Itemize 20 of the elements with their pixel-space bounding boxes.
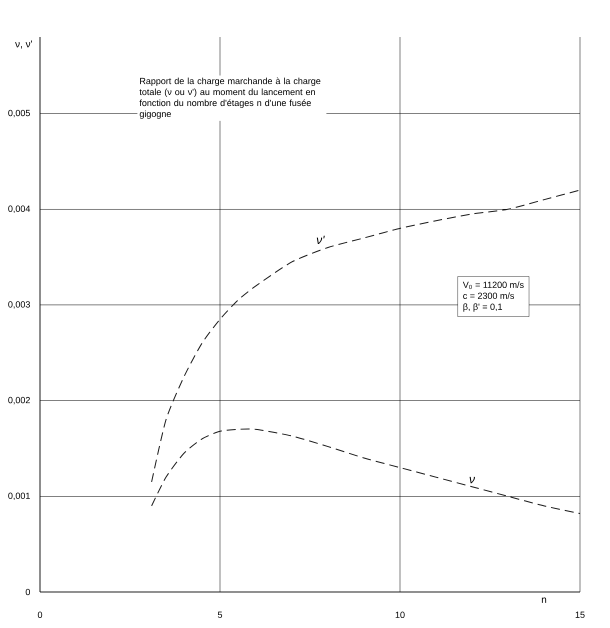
annotation: V$_{0}$ = 11200 m/s: [462, 281, 524, 290]
y-tick-label: 0,004: [8, 206, 30, 213]
x-tick-label: 0: [38, 612, 42, 618]
y-tick-label: 0,005: [8, 110, 30, 118]
y-tick-label: 0,003: [8, 301, 30, 309]
x-tick-label: 10: [396, 612, 405, 618]
x-tick-label: 5: [218, 612, 222, 618]
series-label: ν: [470, 476, 475, 484]
annotation: β, β' = 0,1: [463, 303, 502, 312]
y-tick-label: 0,001: [8, 492, 30, 500]
line-series: [151, 428, 581, 514]
y-tick-label: 0: [26, 588, 30, 596]
x-tick-label: 15: [576, 612, 585, 618]
annotation: c = 2300 m/s: [463, 292, 514, 299]
x-axis-title: n: [542, 598, 546, 603]
y-tick-label: 0,002: [8, 396, 30, 404]
y-axis-title: ν, ν': [15, 40, 32, 49]
text: Rapport de la charge marchande à la charge totale (ν ou ν') au moment du lancement en fonction du nombre d'étages n d'une fusée gigogne: [140, 77, 320, 119]
series-label: ν': [316, 236, 325, 244]
line-series: [151, 190, 581, 482]
